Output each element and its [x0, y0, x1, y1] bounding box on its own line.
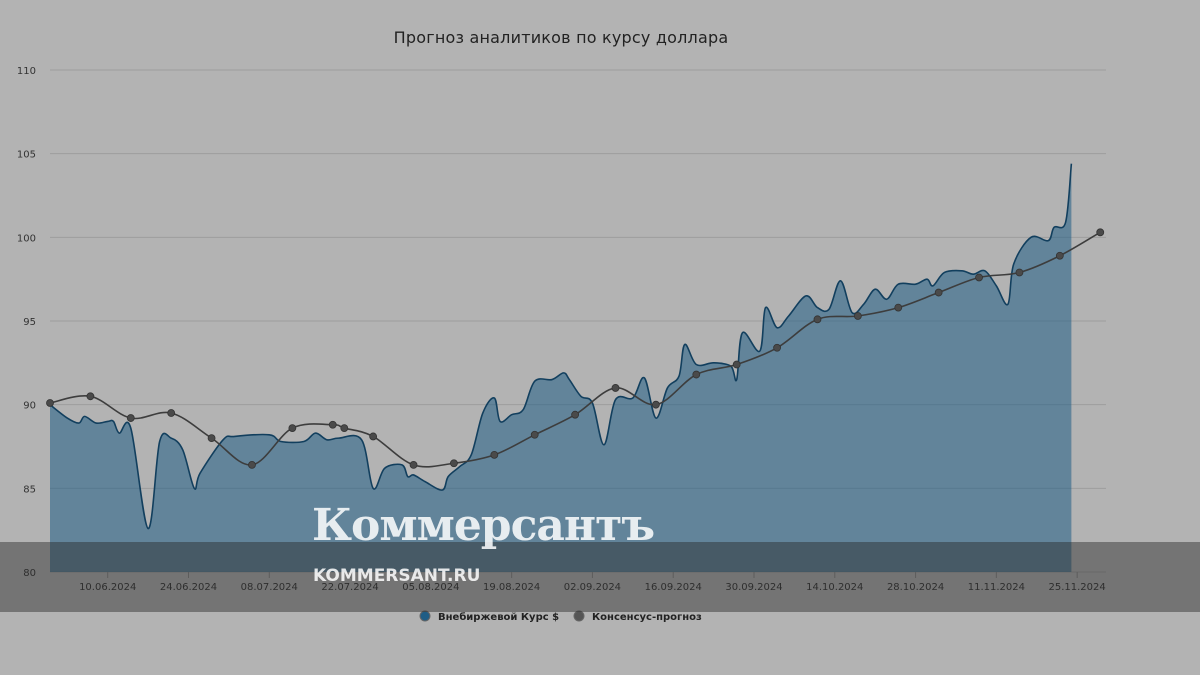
- watermark-band: [0, 542, 1200, 612]
- brand-site-url: KOMMERSANT.RU: [313, 566, 481, 586]
- y-tick-label: 110: [17, 66, 36, 77]
- consensus-point: [328, 420, 337, 429]
- x-tick-label: 14.10.2024: [806, 582, 863, 593]
- consensus-point: [86, 392, 95, 401]
- consensus-point: [450, 459, 458, 468]
- x-tick-label: 22.07.2024: [321, 582, 378, 593]
- legend-marker-consensus: [573, 610, 585, 622]
- consensus-point: [1055, 251, 1064, 260]
- y-tick-label: 90: [23, 401, 36, 412]
- consensus-point: [732, 360, 741, 369]
- consensus-point: [813, 315, 822, 324]
- y-tick-label: 105: [17, 150, 36, 161]
- y-tick-label: 85: [23, 484, 36, 495]
- consensus-point: [975, 273, 983, 282]
- x-tick-label: 30.09.2024: [725, 582, 782, 593]
- consensus-point: [530, 430, 539, 439]
- x-axis-ticks: 10.06.2024 24.06.2024 08.07.2024 22.07.2024…: [79, 572, 1106, 593]
- x-tick-label: 28.10.2024: [887, 582, 944, 593]
- consensus-point: [652, 400, 660, 409]
- consensus-point: [46, 399, 54, 407]
- x-tick-label: 11.11.2024: [968, 582, 1025, 593]
- x-tick-label: 24.06.2024: [160, 582, 217, 593]
- x-tick-label: 10.06.2024: [79, 582, 136, 593]
- area-outline: [49, 163, 1073, 530]
- x-tick-label: 19.08.2024: [483, 582, 540, 593]
- consensus-point: [409, 461, 418, 469]
- x-tick-label: 02.09.2024: [564, 582, 621, 593]
- legend-item-rate[interactable]: Внебиржевой Курс $: [419, 610, 559, 623]
- legend-marker-rate: [419, 610, 431, 622]
- consensus-point: [248, 461, 256, 469]
- consensus-point: [490, 450, 499, 459]
- consensus-point: [167, 409, 176, 417]
- consensus-point: [340, 424, 349, 432]
- consensus-point: [288, 424, 297, 432]
- consensus-point: [692, 370, 701, 379]
- consensus-point: [571, 410, 580, 419]
- y-tick-label: 95: [23, 317, 36, 328]
- consensus-line: [49, 231, 1101, 468]
- consensus-point: [126, 414, 135, 422]
- consensus-point: [1015, 268, 1024, 277]
- y-axis-ticks: 80 85 90 95 100 105 110: [17, 66, 36, 579]
- consensus-point: [894, 303, 903, 312]
- brand-logo: Коммерсантъ: [312, 500, 655, 551]
- legend-label-rate: Внебиржевой Курс $: [438, 611, 559, 623]
- y-tick-label: 80: [23, 568, 36, 579]
- x-tick-label: 08.07.2024: [241, 582, 298, 593]
- chart-title: Прогноз аналитиков по курсу доллара: [393, 28, 729, 47]
- x-tick-label: 25.11.2024: [1049, 582, 1106, 593]
- x-tick-label: 05.08.2024: [402, 582, 459, 593]
- consensus-point: [934, 288, 943, 297]
- x-tick-label: 16.09.2024: [645, 582, 702, 593]
- consensus-point: [1096, 228, 1105, 237]
- legend-label-consensus: Консенсус-прогноз: [592, 612, 702, 623]
- consensus-point: [773, 343, 781, 352]
- consensus-point: [207, 434, 216, 443]
- legend-item-consensus[interactable]: Консенсус-прогноз: [573, 610, 702, 623]
- y-tick-label: 100: [17, 233, 36, 244]
- series-area: [49, 163, 1073, 572]
- consensus-point: [369, 432, 378, 441]
- consensus-point: [611, 384, 620, 392]
- consensus-point: [853, 312, 862, 320]
- area-fill: [50, 163, 1072, 572]
- legend: Внебиржевой Курс $ Консенсус-прогноз: [419, 610, 702, 623]
- series-consensus: [46, 228, 1105, 469]
